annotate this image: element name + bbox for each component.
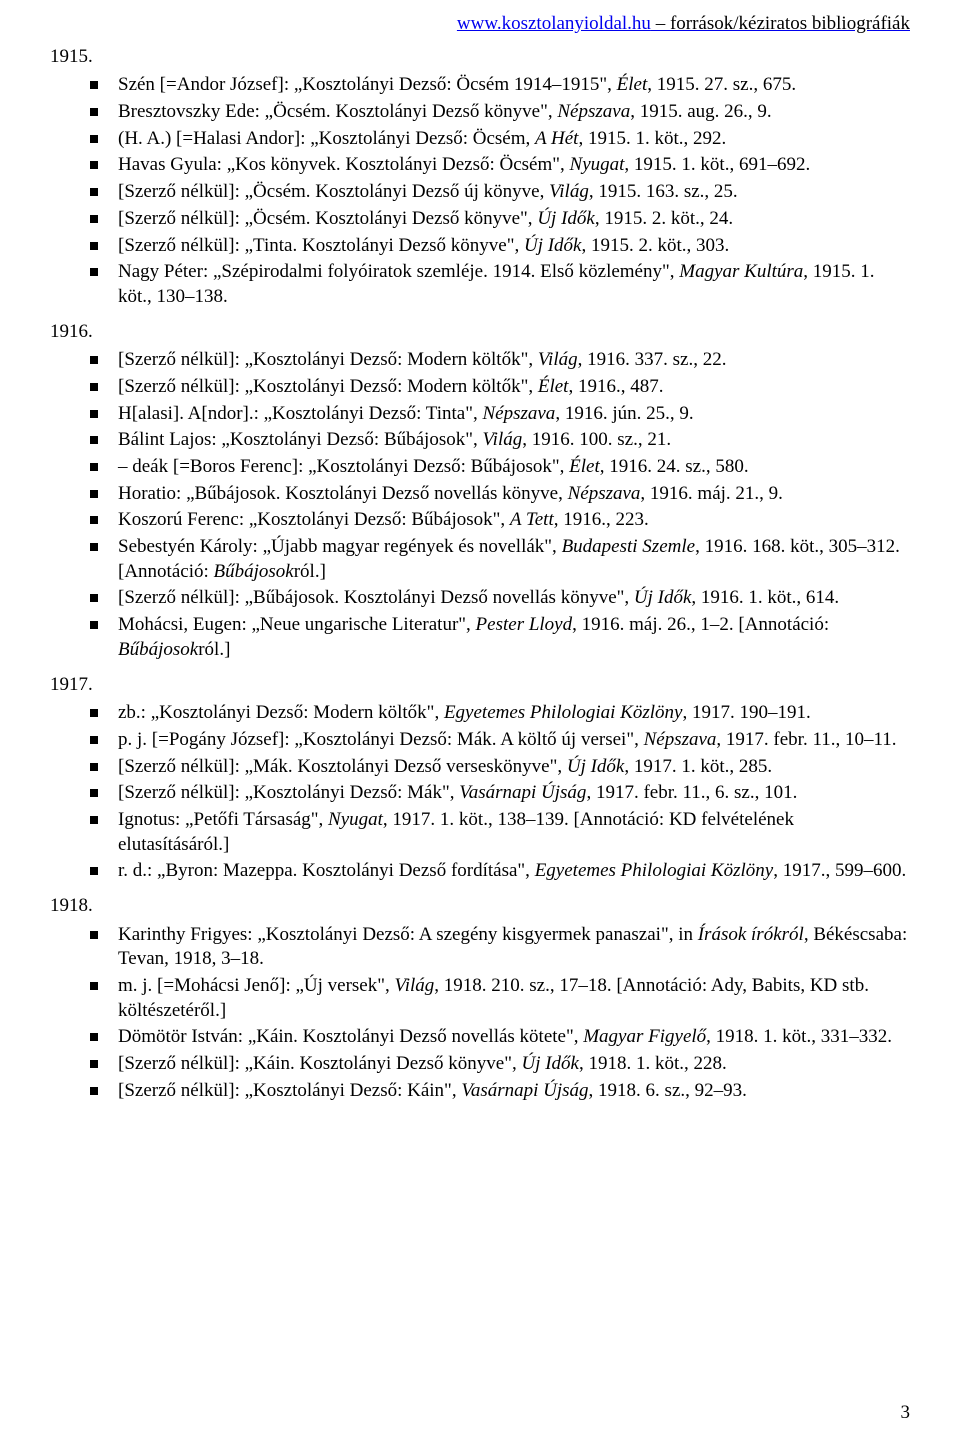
bibliography-entry: [Szerző nélkül]: „Kosztolányi Dezső: Kái… <box>118 1079 910 1104</box>
bibliography-entry: Bálint Lajos: „Kosztolányi Dezső: Bűbájo… <box>118 428 910 453</box>
bibliography-entry: m. j. [=Mohácsi Jenő]: „Új versek", Vilá… <box>118 974 910 1023</box>
bibliography-entry: [Szerző nélkül]: „Mák. Kosztolányi Dezső… <box>118 755 910 780</box>
bibliography-list: Karinthy Frigyes: „Kosztolányi Dezső: A … <box>50 923 910 1104</box>
bibliography-entry: Koszorú Ferenc: „Kosztolányi Dezső: Bűbá… <box>118 508 910 533</box>
bibliography-entry: r. d.: „Byron: Mazeppa. Kosztolányi Dezs… <box>118 859 910 884</box>
bibliography-list: Szén [=Andor József]: „Kosztolányi Dezső… <box>50 73 910 309</box>
bibliography-entry: Havas Gyula: „Kos könyvek. Kosztolányi D… <box>118 153 910 178</box>
bibliography-entry: [Szerző nélkül]: „Tinta. Kosztolányi Dez… <box>118 234 910 259</box>
bibliography-entry: [Szerző nélkül]: „Kosztolányi Dezső: Mod… <box>118 375 910 400</box>
bibliography-entry: Karinthy Frigyes: „Kosztolányi Dezső: A … <box>118 923 910 972</box>
bibliography-entry: (H. A.) [=Halasi Andor]: „Kosztolányi De… <box>118 127 910 152</box>
bibliography-entry: H[alasi]. A[ndor].: „Kosztolányi Dezső: … <box>118 402 910 427</box>
bibliography-entry: – deák [=Boros Ferenc]: „Kosztolányi Dez… <box>118 455 910 480</box>
bibliography-entry: Bresztovszky Ede: „Öcsém. Kosztolányi De… <box>118 100 910 125</box>
bibliography-entry: Sebestyén Károly: „Újabb magyar regények… <box>118 535 910 584</box>
bibliography-entry: p. j. [=Pogány József]: „Kosztolányi Dez… <box>118 728 910 753</box>
header-source-line: www.kosztolanyioldal.hu – források/kézir… <box>50 12 910 37</box>
bibliography-entry: [Szerző nélkül]: „Káin. Kosztolányi Dezs… <box>118 1052 910 1077</box>
bibliography-entry: [Szerző nélkül]: „Bűbájosok. Kosztolányi… <box>118 586 910 611</box>
page-number: 3 <box>901 1401 911 1426</box>
bibliography-entry: [Szerző nélkül]: „Öcsém. Kosztolányi Dez… <box>118 180 910 205</box>
bibliography-entry: Horatio: „Bűbájosok. Kosztolányi Dezső n… <box>118 482 910 507</box>
document-page: www.kosztolanyioldal.hu – források/kézir… <box>0 0 960 1446</box>
bibliography-entry: [Szerző nélkül]: „Öcsém. Kosztolányi Dez… <box>118 207 910 232</box>
header-suffix: – források/kéziratos bibliográfiák <box>651 13 910 34</box>
year-heading: 1917. <box>0 673 910 698</box>
header-url-link[interactable]: www.kosztolanyioldal.hu <box>457 13 651 34</box>
year-heading: 1916. <box>0 320 910 345</box>
bibliography-entry: [Szerző nélkül]: „Kosztolányi Dezső: Mod… <box>118 348 910 373</box>
year-heading: 1918. <box>0 894 910 919</box>
bibliography-entry: [Szerző nélkül]: „Kosztolányi Dezső: Mák… <box>118 781 910 806</box>
bibliography-entry: Mohácsi, Eugen: „Neue ungarische Literat… <box>118 613 910 662</box>
bibliography-entry: Ignotus: „Petőfi Társaság", Nyugat, 1917… <box>118 808 910 857</box>
bibliography-entry: Dömötör István: „Káin. Kosztolányi Dezső… <box>118 1025 910 1050</box>
bibliography-list: [Szerző nélkül]: „Kosztolányi Dezső: Mod… <box>50 348 910 662</box>
bibliography-entry: Szén [=Andor József]: „Kosztolányi Dezső… <box>118 73 910 98</box>
bibliography-list: zb.: „Kosztolányi Dezső: Modern költők",… <box>50 701 910 884</box>
bibliography-entry: Nagy Péter: „Szépirodalmi folyóiratok sz… <box>118 260 910 309</box>
bibliography-entry: zb.: „Kosztolányi Dezső: Modern költők",… <box>118 701 910 726</box>
year-heading: 1915. <box>0 45 910 70</box>
